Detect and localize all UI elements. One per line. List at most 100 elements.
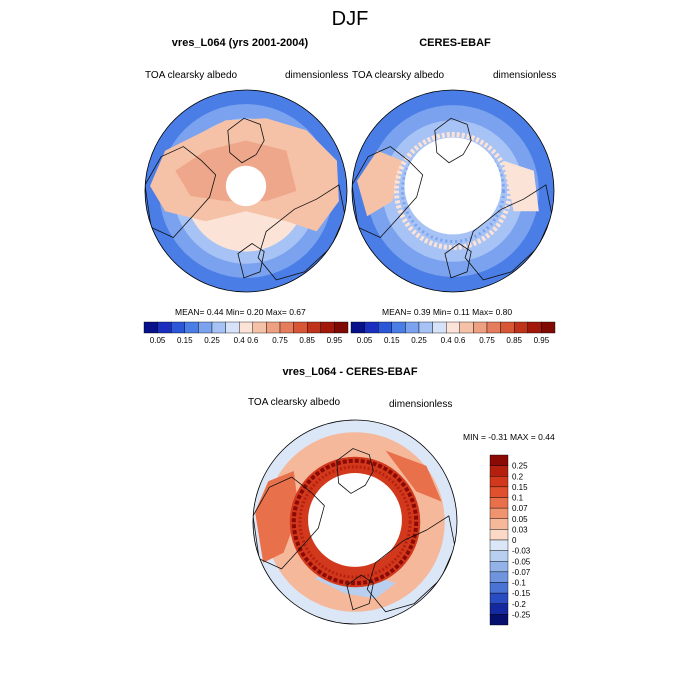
colorbar-tick-label: -0.2: [512, 600, 526, 609]
map-boundary: [351, 89, 555, 293]
colorbar-tick-label: -0.1: [512, 579, 526, 588]
field-band: [401, 139, 505, 243]
field-region: [255, 471, 299, 563]
coastline: [227, 117, 265, 164]
colorbar-box: [527, 321, 542, 334]
colorbar-box: [225, 321, 240, 334]
colorbar-box: [143, 321, 158, 334]
panel1-polar-map: [144, 89, 348, 293]
colorbar-box: [364, 321, 379, 334]
panel1-mean-value: 0.44: [206, 307, 224, 317]
colorbar-box: [266, 321, 281, 334]
colorbar-tick-label: 0.15: [384, 336, 400, 345]
panel3-colorbar: 0.250.2 0.15 0.10.07 0.050.03 0 -0.03-0.05 -0.…: [489, 454, 531, 626]
colorbar-box: [350, 321, 365, 334]
colorbar-box: [489, 465, 509, 477]
coastline: [434, 117, 472, 164]
panel3-stats: MIN = -0.31 MAX = 0.44: [463, 432, 555, 442]
field-region: [503, 160, 539, 212]
colorbar-box: [418, 321, 433, 334]
colorbar-box: [445, 321, 460, 334]
colorbar-box: [405, 321, 420, 334]
field-region: [385, 450, 442, 502]
colorbar-box: [184, 321, 199, 334]
colorbar-box: [489, 561, 509, 573]
colorbar-tick-label: -0.07: [512, 568, 531, 577]
colorbar-tick-label: 0.03: [512, 525, 528, 534]
colorbar-box: [306, 321, 321, 334]
colorbar-box: [473, 321, 488, 334]
colorbar-box: [489, 539, 509, 551]
panel2-max-label: Max=: [472, 307, 494, 317]
panel1-colorbar: 0.05 0.15 0.25 0.4 0.6 0.75 0.85 0.95: [143, 321, 349, 345]
panel2-mean-value: 0.39: [413, 307, 431, 317]
coastline: [257, 184, 346, 281]
panel2-title: CERES-EBAF: [419, 37, 491, 49]
panel3-max-value: 0.44: [538, 432, 555, 442]
colorbar-tick-label: 0.75: [479, 336, 495, 345]
panel1-max-label: Max=: [265, 307, 287, 317]
colorbar-box: [513, 321, 528, 334]
colorbar-box: [489, 497, 509, 509]
panel2-min-label: Min=: [432, 307, 452, 317]
colorbar-tick-label: 0.4: [441, 336, 453, 345]
panel1-variable-label: TOA clearsky albedo: [145, 70, 238, 81]
panel1-units-label: dimensionless: [285, 70, 349, 81]
colorbar-tick-label: 0.85: [299, 336, 315, 345]
colorbar-box: [320, 321, 335, 334]
colorbar-box: [378, 321, 393, 334]
panel3-polar-map: [252, 419, 458, 625]
panel1-mean-label: MEAN=: [175, 307, 205, 317]
field-band: [298, 465, 412, 579]
colorbar-tick-label: 0.25: [512, 462, 528, 471]
colorbar-tick-label: -0.03: [512, 547, 531, 556]
panel1-min-value: 0.20: [246, 307, 264, 317]
coastline: [237, 243, 265, 279]
field-region: [357, 150, 403, 217]
colorbar-tick-label: 0.75: [272, 336, 288, 345]
missing-data-region: [308, 473, 402, 567]
colorbar-tick-label: 0.05: [357, 336, 373, 345]
colorbar-tick-label: -0.05: [512, 557, 531, 566]
colorbar-tick-label: 0.15: [177, 336, 193, 345]
colorbar-box: [432, 321, 447, 334]
colorbar-box: [489, 476, 509, 488]
panel2-mean-label: MEAN=: [382, 307, 412, 317]
panel2-variable-label: TOA clearsky albedo: [352, 70, 445, 81]
panel3-variable-label: TOA clearsky albedo: [248, 397, 341, 408]
coastline: [444, 243, 472, 279]
colorbar-box: [334, 321, 349, 334]
colorbar-box: [489, 507, 509, 519]
panel2-polar-map: [351, 89, 555, 293]
colorbar-box: [489, 486, 509, 498]
colorbar-tick-label: 0.05: [512, 515, 528, 524]
coastline: [464, 184, 553, 281]
panel2-colorbar: 0.05 0.15 0.25 0.4 0.6 0.75 0.85 0.95: [350, 321, 556, 345]
colorbar-tick-label: -0.15: [512, 589, 531, 598]
colorbar-tick-label: 0.95: [534, 336, 550, 345]
panel2-min-value: 0.11: [453, 307, 470, 317]
coastline: [336, 448, 374, 494]
map-boundary: [252, 419, 458, 625]
panel2-stats: MEAN= 0.39 Min= 0.11 Max= 0.80: [382, 307, 512, 317]
panel3-units-label: dimensionless: [389, 399, 453, 410]
colorbar-box: [489, 454, 509, 466]
panel3-min-label: MIN =: [463, 432, 486, 442]
colorbar-box: [489, 582, 509, 594]
map-boundary: [144, 89, 348, 293]
colorbar-tick-label: 0.05: [150, 336, 166, 345]
colorbar-box: [157, 321, 172, 334]
colorbar-tick-label: 0.95: [327, 336, 343, 345]
colorbar-box: [391, 321, 406, 334]
colorbar-tick-label: 0: [512, 536, 517, 545]
colorbar-tick-label: 0.6: [247, 336, 259, 345]
colorbar-tick-label: 0.85: [506, 336, 522, 345]
coastline: [145, 146, 217, 238]
colorbar-box: [211, 321, 226, 334]
panel1-stats: MEAN= 0.44 Min= 0.20 Max= 0.67: [175, 307, 306, 317]
coastline: [346, 574, 374, 611]
panel1-min-label: Min=: [225, 307, 245, 317]
colorbar-tick-label: 0.4: [234, 336, 246, 345]
colorbar-tick-label: 0.2: [512, 472, 524, 481]
colorbar-box: [489, 592, 509, 604]
